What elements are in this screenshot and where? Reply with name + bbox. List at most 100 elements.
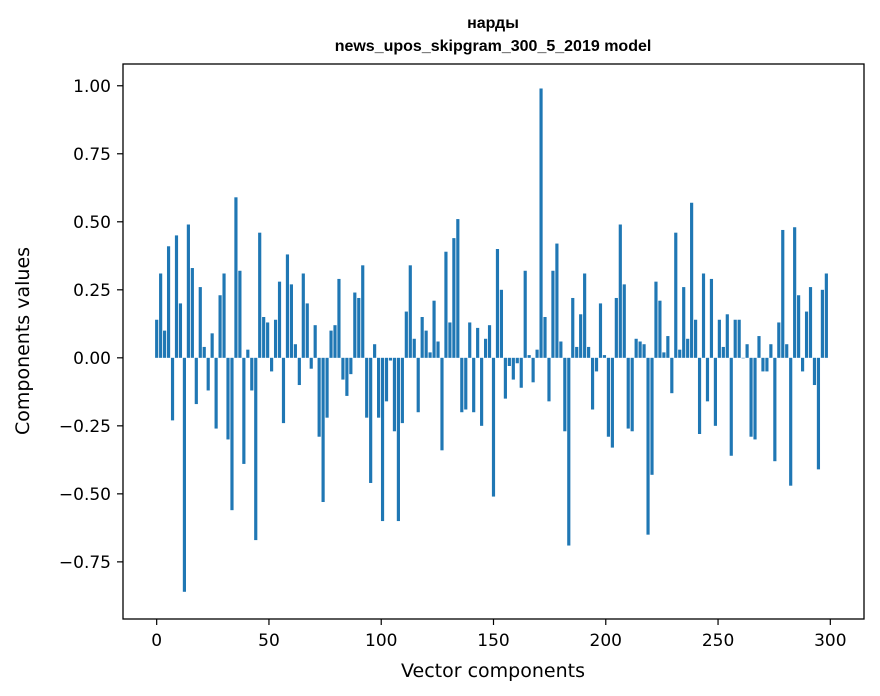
bar-115 — [610, 357, 614, 448]
bar-61 — [396, 357, 400, 522]
bar-76 — [456, 219, 460, 358]
bar-52 — [361, 265, 365, 358]
x-tick-label: 300 — [814, 631, 846, 651]
bar-151 — [753, 357, 757, 440]
bar-49 — [349, 357, 353, 375]
bar-159 — [785, 344, 789, 358]
bar-101 — [555, 243, 559, 358]
bar-18 — [226, 357, 230, 440]
bar-50 — [353, 292, 357, 358]
y-tick-label: −0.50 — [59, 485, 111, 505]
bar-32 — [281, 357, 286, 424]
bar-46 — [337, 278, 341, 358]
bar-77 — [460, 357, 464, 413]
y-tick-label: −0.75 — [59, 553, 111, 573]
bar-160 — [789, 357, 793, 486]
bar-70 — [432, 300, 436, 358]
bar-128 — [662, 352, 666, 358]
bar-58 — [384, 357, 389, 402]
bar-158 — [781, 229, 785, 358]
bar-38 — [305, 303, 309, 358]
bar-74 — [448, 322, 452, 358]
bar-57 — [380, 357, 385, 522]
bar-168 — [820, 289, 824, 358]
bar-145 — [729, 357, 733, 456]
bar-165 — [808, 287, 813, 358]
bar-21 — [238, 270, 242, 358]
bar-65 — [412, 338, 416, 358]
bar-68 — [424, 330, 428, 358]
x-tick-label: 200 — [590, 631, 622, 651]
bar-41 — [317, 357, 321, 437]
bar-138 — [701, 273, 706, 358]
bar-22 — [242, 357, 246, 464]
bar-28 — [266, 322, 270, 358]
bar-117 — [618, 224, 622, 358]
bar-7 — [182, 357, 186, 592]
bar-147 — [737, 319, 741, 358]
bar-111 — [594, 357, 599, 372]
bar-81 — [476, 327, 480, 358]
bar-88 — [503, 357, 507, 399]
bar-153 — [761, 357, 765, 372]
bar-25 — [254, 357, 258, 541]
bar-83 — [483, 338, 488, 358]
bar-93 — [523, 270, 527, 358]
bar-20 — [234, 197, 238, 358]
y-tick-label: −0.25 — [59, 417, 111, 437]
bar-112 — [598, 303, 603, 358]
bar-15 — [214, 357, 218, 429]
bar-84 — [487, 325, 492, 358]
bar-27 — [262, 317, 266, 358]
bar-69 — [428, 352, 432, 358]
bar-82 — [480, 357, 484, 426]
bar-139 — [705, 357, 710, 402]
x-tick-label: 250 — [702, 631, 734, 651]
y-tick-label: 1.00 — [73, 77, 111, 97]
bar-141 — [713, 357, 717, 426]
bar-3 — [166, 246, 171, 358]
bar-30 — [273, 319, 278, 358]
bar-127 — [658, 300, 662, 358]
bar-26 — [258, 232, 262, 358]
bar-85 — [491, 357, 496, 497]
bar-126 — [654, 281, 658, 358]
bar-23 — [246, 349, 250, 358]
y-tick-label: 0.25 — [73, 281, 111, 301]
x-tick-label: 150 — [477, 631, 509, 651]
x-axis-label: Vector components — [401, 660, 585, 682]
bar-133 — [682, 287, 686, 358]
bar-125 — [650, 357, 654, 475]
bar-100 — [551, 270, 555, 358]
bar-51 — [357, 297, 361, 358]
bar-98 — [543, 317, 547, 358]
bar-9 — [190, 268, 194, 358]
bar-143 — [721, 346, 725, 358]
bar-164 — [804, 311, 809, 358]
bar-2 — [163, 330, 167, 358]
bar-73 — [444, 251, 448, 358]
bar-120 — [630, 357, 634, 432]
bar-107 — [579, 314, 583, 358]
bar-131 — [674, 232, 678, 358]
bar-92 — [519, 357, 523, 388]
bar-12 — [202, 346, 206, 358]
bar-129 — [666, 336, 670, 358]
bar-132 — [678, 349, 682, 358]
bar-29 — [270, 357, 274, 372]
bar-116 — [614, 297, 618, 358]
bar-119 — [626, 357, 630, 429]
x-tick-label: 0 — [151, 631, 162, 651]
y-tick-label: 0.50 — [73, 213, 111, 233]
bar-24 — [250, 357, 254, 391]
bar-44 — [329, 330, 333, 358]
y-tick-label: 0.75 — [73, 145, 111, 165]
chart-title: нарды — [467, 15, 519, 32]
bar-71 — [436, 341, 440, 358]
bar-55 — [373, 344, 377, 358]
bar-89 — [507, 357, 511, 366]
plot-frame — [122, 63, 865, 620]
bar-75 — [452, 238, 456, 358]
bar-1 — [159, 273, 163, 358]
bar-91 — [515, 357, 519, 364]
